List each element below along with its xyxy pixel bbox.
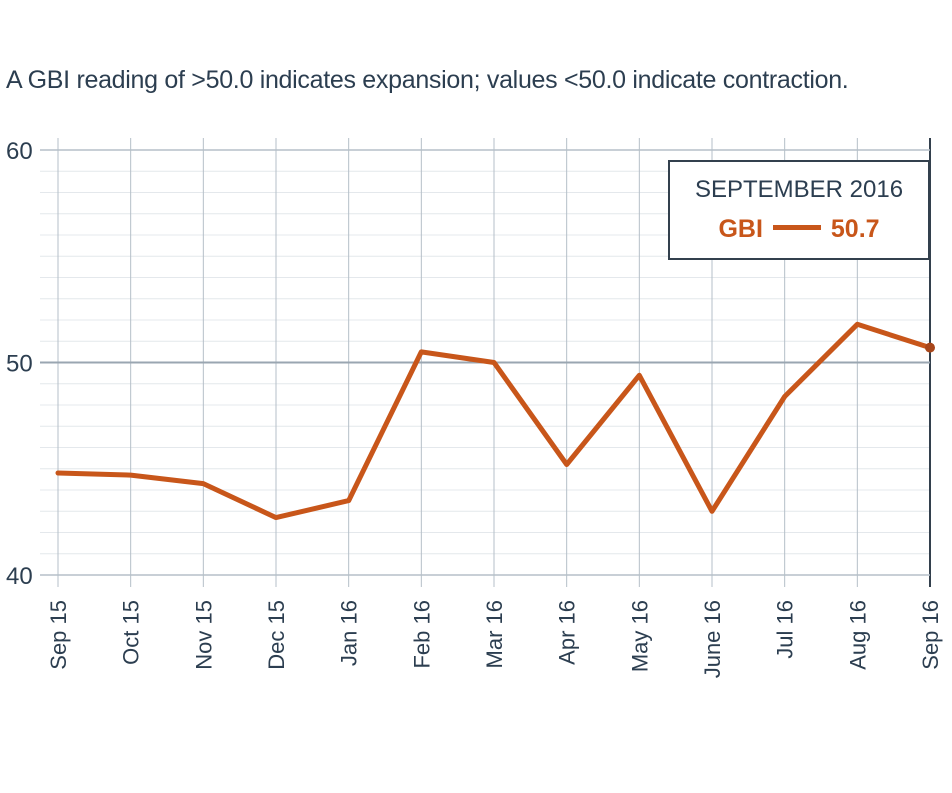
x-tick-label: Oct 15	[119, 600, 144, 665]
callout-legend-row: GBI 50.7	[670, 214, 928, 244]
x-tick-label: Apr 16	[555, 600, 580, 665]
x-tick-label: Dec 15	[264, 600, 289, 670]
x-tick-label: Sep 16	[918, 600, 943, 670]
legend-line-swatch	[772, 225, 821, 231]
y-tick-label: 60	[6, 138, 33, 165]
callout-series-label: GBI	[718, 214, 763, 243]
x-tick-label: June 16	[700, 600, 725, 678]
y-tick-label: 50	[6, 351, 33, 378]
x-axis-tick-labels: Sep 15 Oct 15 Nov 15 Dec 15 Jan 16 Feb 16 Mar …	[46, 600, 943, 678]
x-tick-label: May 16	[627, 600, 652, 672]
minor-gridlines	[40, 170, 930, 555]
gbi-series	[55, 321, 935, 521]
x-tick-label: Nov 15	[191, 600, 216, 670]
y-tick-label: 40	[6, 563, 33, 590]
x-tick-label: Jan 16	[337, 600, 362, 666]
x-tick-label: Sep 15	[46, 600, 71, 670]
x-tick-label: Feb 16	[409, 600, 434, 669]
latest-value-callout: SEPTEMBER 2016 GBI 50.7	[668, 160, 930, 260]
x-tick-label: Mar 16	[482, 600, 507, 668]
latest-point-marker	[925, 342, 935, 353]
series-line	[55, 321, 933, 521]
y-axis-tick-labels: 40 50 60	[6, 138, 33, 590]
callout-title: SEPTEMBER 2016	[694, 176, 904, 203]
x-tick-label: Jul 16	[773, 600, 798, 659]
callout-value: 50.7	[830, 214, 880, 243]
chart-subtitle: A GBI reading of >50.0 indicates expansi…	[6, 66, 849, 94]
x-tick-label: Aug 16	[845, 600, 870, 670]
